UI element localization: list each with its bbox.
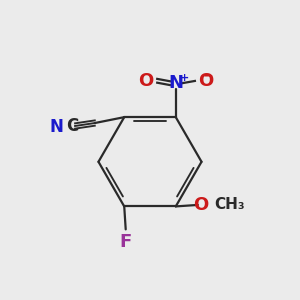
Text: +: + [179,73,189,83]
Text: O: O [198,72,213,90]
Text: −: − [203,69,213,82]
Text: N: N [168,74,183,92]
Text: CH₃: CH₃ [214,197,245,212]
Text: N: N [50,118,64,136]
Text: O: O [193,196,208,214]
Text: O: O [138,72,154,90]
Text: C: C [67,117,79,135]
Text: F: F [120,233,132,251]
